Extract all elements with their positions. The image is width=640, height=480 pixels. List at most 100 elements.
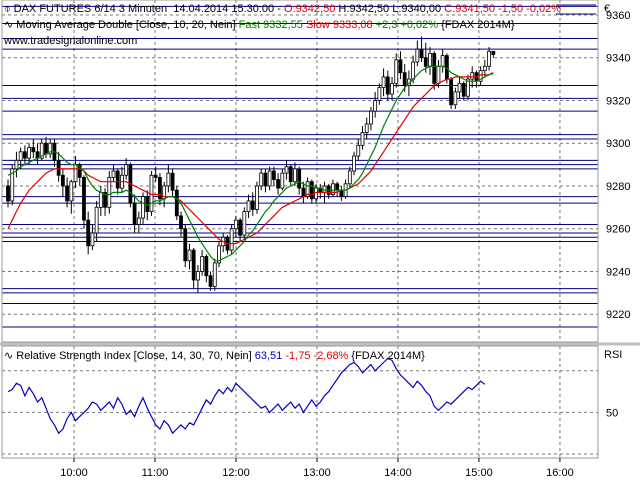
candle-up	[141, 196, 145, 219]
candle-up	[415, 48, 420, 63]
candle-down	[44, 142, 48, 155]
candle-down	[309, 181, 314, 200]
candle-down	[263, 172, 268, 187]
candle-up	[356, 144, 361, 157]
x-tick-label: 12:00	[222, 467, 250, 479]
rsi-axis-label: RSI	[604, 349, 623, 361]
candle-up	[212, 262, 217, 287]
candle-down	[335, 183, 340, 191]
rsi-tick-label: 50	[606, 407, 618, 419]
candle-up	[352, 155, 356, 172]
candle-down	[82, 177, 86, 221]
panel-frames	[0, 0, 640, 459]
price-header: ⌽ DAX FUTURES 6/14 3 Minuten 14.04.2014 …	[4, 3, 562, 15]
candle-down	[22, 151, 27, 159]
y-tick-label: 9300	[606, 138, 630, 150]
candle-down	[423, 57, 428, 67]
candle-up	[280, 172, 285, 189]
candle-up	[369, 110, 373, 125]
ma-label: Moving Average Double [Close, 10, 20, Ne…	[16, 19, 236, 31]
rsi-label: Relative Strength Index [Close, 14, 30, …	[16, 350, 252, 362]
candle-down	[301, 187, 306, 198]
horizontal-levels	[2, 5, 598, 328]
moving-average-lines	[7, 65, 494, 262]
open-value: O:9342,50	[283, 3, 336, 15]
x-tick-label: 10:00	[60, 467, 88, 479]
currency-label: €	[604, 3, 611, 15]
candle-up	[284, 166, 289, 174]
candle-down	[77, 164, 82, 178]
candle-up	[90, 232, 95, 247]
candle-up	[187, 249, 192, 262]
candle-down	[56, 159, 61, 176]
candle-down	[402, 72, 407, 86]
rsi-panel-frame	[1, 345, 599, 459]
price-grid	[2, 0, 598, 342]
candle-up	[267, 170, 272, 187]
high-value: H:9342,50	[338, 3, 390, 15]
candle-up	[436, 65, 441, 84]
candle-up	[10, 168, 15, 202]
y-tick-label: 9260	[606, 224, 630, 236]
candle-up	[111, 170, 116, 178]
candle-up	[390, 82, 394, 95]
candle-up	[195, 271, 200, 281]
candle-down	[174, 189, 179, 217]
candle-down	[115, 170, 120, 189]
candle-down	[276, 179, 280, 189]
candle-up	[331, 183, 335, 195]
candle-up	[18, 151, 23, 161]
x-tick-label: 14:00	[384, 467, 412, 479]
bar-datetime: 14.04.2014 15:30:00	[173, 3, 275, 15]
candle-up	[27, 147, 32, 159]
rsi-line	[7, 357, 486, 435]
candle-down	[208, 275, 213, 287]
candle-down	[398, 59, 403, 74]
candle-up	[233, 219, 238, 230]
candle-up	[124, 164, 129, 176]
candle-up	[73, 164, 78, 183]
candlestick-series	[6, 36, 496, 293]
website-label[interactable]: www.tradesignalonline.com	[4, 35, 138, 47]
candle-down	[204, 256, 209, 277]
candle-down	[60, 174, 65, 187]
candle-up	[440, 55, 445, 67]
candle-up	[136, 217, 141, 225]
candle-down	[271, 170, 276, 180]
ma-slow-value: Slow 9333,08	[305, 19, 373, 31]
rsi-change: -1,75 -2,68%	[285, 350, 349, 362]
candle-down	[31, 147, 36, 153]
candle-up	[487, 50, 491, 67]
y-tick-label: 9320	[606, 95, 630, 107]
x-tick-label: 15:00	[465, 467, 493, 479]
candle-up	[242, 211, 247, 236]
candle-up	[457, 82, 462, 93]
y-tick-label: 9360	[606, 10, 630, 22]
candle-up	[377, 87, 382, 101]
fast-ma-line	[7, 65, 494, 262]
candle-up	[293, 168, 297, 183]
candle-down	[238, 219, 243, 236]
candle-down	[6, 185, 10, 202]
candle-up	[259, 172, 264, 187]
rsi-indicator-icon: ∿	[4, 350, 17, 362]
candle-down	[191, 249, 196, 281]
candle-down	[250, 200, 255, 210]
ma-symbol: {FDAX 2014M}	[441, 19, 515, 31]
slow-ma-line	[7, 71, 494, 245]
candle-down	[297, 168, 302, 189]
candle-down	[183, 228, 188, 262]
close-value: C:9341,50	[444, 3, 495, 15]
candle-down	[491, 50, 496, 55]
x-tick-label: 16:00	[546, 467, 574, 479]
candle-down	[461, 82, 466, 97]
candle-down	[419, 48, 424, 59]
candle-down	[103, 191, 107, 208]
candle-down	[432, 53, 437, 84]
x-tick-label: 11:00	[142, 467, 169, 479]
ma-diff-value: +2,3 +0,02%	[375, 19, 439, 31]
candle-up	[255, 185, 259, 210]
candle-up	[466, 78, 470, 97]
candle-down	[132, 202, 137, 225]
